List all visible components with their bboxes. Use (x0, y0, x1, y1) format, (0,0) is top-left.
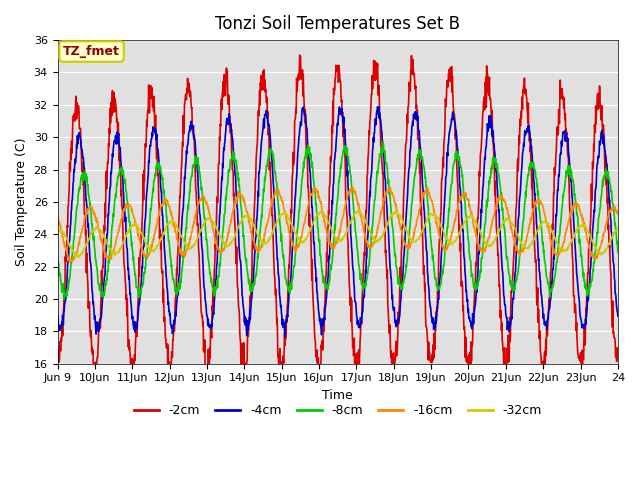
-4cm (164, 299, 172, 305)
-16cm (548, 243, 556, 249)
-8cm (54, 257, 61, 263)
-8cm (548, 286, 556, 292)
-8cm (614, 250, 621, 255)
-4cm (548, 281, 556, 287)
-4cm (374, 104, 381, 109)
Line: -8cm: -8cm (58, 142, 618, 299)
-2cm (614, 353, 621, 359)
Line: -4cm: -4cm (58, 107, 618, 337)
-8cm (60, 296, 68, 302)
-2cm (499, 340, 506, 346)
-16cm (241, 204, 249, 209)
-8cm (426, 220, 433, 226)
-2cm (278, 384, 285, 390)
-4cm (614, 313, 621, 319)
-2cm (179, 151, 186, 157)
Title: Tonzi Soil Temperatures Set B: Tonzi Soil Temperatures Set B (215, 15, 460, 33)
-32cm (548, 229, 556, 235)
Line: -16cm: -16cm (58, 188, 618, 262)
-16cm (165, 204, 173, 209)
-16cm (614, 211, 621, 216)
-16cm (179, 251, 186, 256)
-4cm (241, 313, 249, 319)
-16cm (349, 185, 357, 191)
-4cm (179, 215, 186, 221)
-32cm (241, 212, 249, 218)
-2cm (548, 227, 556, 232)
-16cm (67, 259, 74, 265)
Text: TZ_fmet: TZ_fmet (63, 45, 120, 58)
-32cm (179, 236, 186, 241)
Line: -2cm: -2cm (58, 55, 618, 387)
-32cm (355, 208, 362, 214)
-2cm (241, 372, 249, 378)
-32cm (165, 220, 173, 226)
-4cm (281, 334, 289, 340)
-8cm (499, 205, 506, 211)
-2cm (296, 52, 303, 58)
X-axis label: Time: Time (323, 389, 353, 402)
-8cm (179, 262, 186, 268)
Line: -32cm: -32cm (58, 211, 618, 257)
-4cm (426, 296, 433, 302)
-2cm (164, 377, 172, 383)
-32cm (499, 221, 506, 227)
-2cm (54, 357, 61, 363)
-32cm (75, 254, 83, 260)
-8cm (165, 239, 173, 244)
-32cm (614, 227, 621, 232)
-16cm (499, 196, 506, 202)
-8cm (380, 139, 387, 144)
-2cm (426, 348, 433, 354)
Y-axis label: Soil Temperature (C): Soil Temperature (C) (15, 138, 28, 266)
-8cm (241, 254, 249, 260)
-4cm (54, 313, 61, 319)
-32cm (54, 228, 61, 234)
-16cm (54, 214, 61, 220)
-4cm (499, 269, 506, 275)
Legend: -2cm, -4cm, -8cm, -16cm, -32cm: -2cm, -4cm, -8cm, -16cm, -32cm (129, 399, 547, 422)
-32cm (426, 213, 433, 219)
-16cm (426, 191, 433, 196)
